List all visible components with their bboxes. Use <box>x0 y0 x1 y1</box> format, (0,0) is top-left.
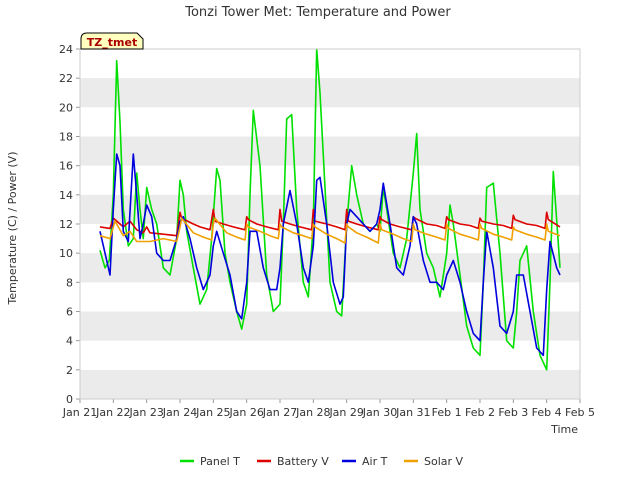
y-tick-label: 14 <box>59 189 73 202</box>
series-lines <box>99 48 561 371</box>
legend-label-panel-t: Panel T <box>200 455 240 468</box>
legend-label-solar-v: Solar V <box>424 455 464 468</box>
y-tick-label: 8 <box>66 276 73 289</box>
y-tick-label: 20 <box>59 101 73 114</box>
y-tick-label: 10 <box>59 247 73 260</box>
x-tick-label: Jan 29 <box>328 406 363 419</box>
y-tick-label: 24 <box>59 43 73 56</box>
x-tick-label: Jan 21 <box>62 406 97 419</box>
x-tick-label: Feb 2 <box>465 406 495 419</box>
x-tick-label: Jan 27 <box>262 406 297 419</box>
y-tick-label: 16 <box>59 160 73 173</box>
plot-frame <box>79 48 581 400</box>
y-tick-label: 6 <box>66 306 73 319</box>
x-tick-label: Jan 23 <box>128 406 163 419</box>
y-tick-label: 12 <box>59 218 73 231</box>
legend-label-battery-v: Battery V <box>277 455 329 468</box>
y-tick-label: 18 <box>59 131 73 144</box>
legend-label-air-t: Air T <box>362 455 388 468</box>
grid-band <box>80 78 580 108</box>
y-tick-label: 22 <box>59 72 73 85</box>
x-axis-label: Time <box>550 423 578 436</box>
y-tick-label: 4 <box>66 335 73 348</box>
grid-band <box>80 369 580 399</box>
x-tick-label: Jan 24 <box>162 406 197 419</box>
x-tick-label: Jan 30 <box>362 406 397 419</box>
x-tick-label: Jan 25 <box>195 406 230 419</box>
y-tick-label: 2 <box>66 364 73 377</box>
x-tick-label: Jan 22 <box>95 406 130 419</box>
badge: TZ_tmet <box>80 32 144 50</box>
grid-band <box>80 311 580 341</box>
x-tick-label: Feb 3 <box>498 406 528 419</box>
x-tick-label: Feb 1 <box>432 406 462 419</box>
y-axis-label: Temperature (C) / Power (V) <box>6 151 19 305</box>
x-tick-label: Jan 28 <box>295 406 330 419</box>
grid-band <box>80 136 580 166</box>
series-line-battery-v <box>99 208 561 237</box>
x-tick-label: Jan 31 <box>395 406 430 419</box>
series-line-solar-v <box>99 217 561 244</box>
legend: Panel T Battery V Air T Solar V <box>180 455 464 468</box>
plot-background <box>80 49 580 399</box>
badge-label: TZ_tmet <box>87 36 137 49</box>
chart-title: Tonzi Tower Met: Temperature and Power <box>184 5 451 20</box>
x-tick-label: Feb 4 <box>532 406 562 419</box>
x-tick-label: Jan 26 <box>228 406 263 419</box>
series-line-air-t <box>99 153 561 357</box>
y-tick-label: 0 <box>66 393 73 406</box>
x-tick-label: Feb 5 <box>565 406 595 419</box>
